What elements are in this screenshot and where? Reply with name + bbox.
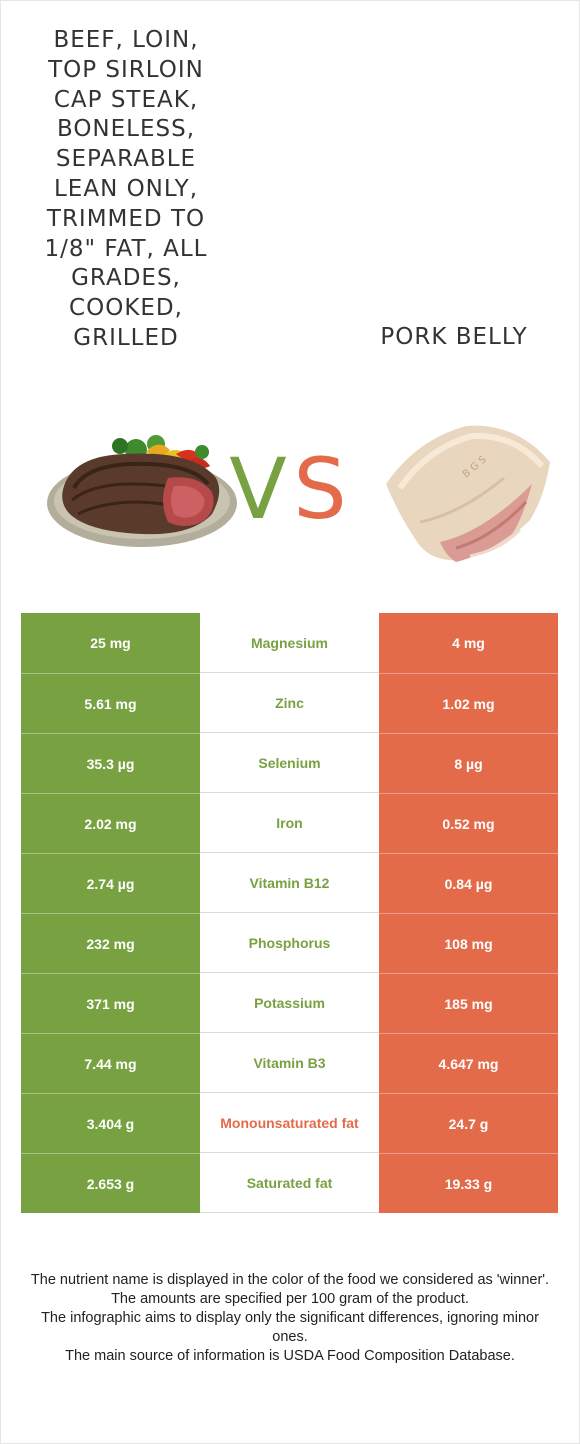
table-row: 2.653 g Saturated fat 19.33 g (21, 1153, 558, 1213)
footer-line: The main source of information is USDA F… (65, 1348, 515, 1364)
left-value-cell: 2.02 mg (21, 793, 200, 853)
right-value-cell: 1.02 mg (379, 673, 558, 733)
table-row: 2.74 µg Vitamin B12 0.84 µg (21, 853, 558, 913)
nutrient-name-cell: Zinc (200, 673, 379, 733)
pork-belly-image: B G S (386, 425, 550, 562)
left-value-cell: 25 mg (21, 613, 200, 673)
nutrient-name-cell: Monounsaturated fat (200, 1093, 379, 1153)
steak-plate-image (47, 435, 237, 547)
table-row: 3.404 g Monounsaturated fat 24.7 g (21, 1093, 558, 1153)
left-food-title: BEEF, LOIN, TOP SIRLOIN CAP STEAK, BONEL… (44, 27, 208, 351)
right-value-cell: 8 µg (379, 733, 558, 793)
nutrient-name-cell: Magnesium (200, 613, 379, 673)
footer-notes: The nutrient name is displayed in the co… (30, 1271, 550, 1366)
left-value-cell: 35.3 µg (21, 733, 200, 793)
table-row: 5.61 mg Zinc 1.02 mg (21, 673, 558, 733)
table-row: 35.3 µg Selenium 8 µg (21, 733, 558, 793)
nutrient-name-cell: Vitamin B3 (200, 1033, 379, 1093)
nutrient-name-cell: Vitamin B12 (200, 853, 379, 913)
nutrient-name-cell: Selenium (200, 733, 379, 793)
nutrient-name-cell: Phosphorus (200, 913, 379, 973)
vs-label: V S (229, 440, 346, 530)
nutrient-name-cell: Iron (200, 793, 379, 853)
vs-v-letter: V (229, 440, 286, 530)
left-value-cell: 5.61 mg (21, 673, 200, 733)
right-food-title: PORK BELLY (380, 324, 528, 350)
right-value-cell: 4 mg (379, 613, 558, 673)
right-value-cell: 108 mg (379, 913, 558, 973)
right-value-cell: 0.52 mg (379, 793, 558, 853)
right-value-cell: 19.33 g (379, 1153, 558, 1213)
right-value-cell: 24.7 g (379, 1093, 558, 1153)
table-row: 2.02 mg Iron 0.52 mg (21, 793, 558, 853)
left-value-cell: 232 mg (21, 913, 200, 973)
vs-s-letter: S (293, 440, 346, 530)
table-row: 7.44 mg Vitamin B3 4.647 mg (21, 1033, 558, 1093)
left-value-cell: 7.44 mg (21, 1033, 200, 1093)
left-value-cell: 2.74 µg (21, 853, 200, 913)
nutrient-name-cell: Saturated fat (200, 1153, 379, 1213)
nutrient-name-cell: Potassium (200, 973, 379, 1033)
right-value-cell: 4.647 mg (379, 1033, 558, 1093)
left-value-cell: 3.404 g (21, 1093, 200, 1153)
right-value-cell: 0.84 µg (379, 853, 558, 913)
left-value-cell: 2.653 g (21, 1153, 200, 1213)
table-row: 371 mg Potassium 185 mg (21, 973, 558, 1033)
right-value-cell: 185 mg (379, 973, 558, 1033)
footer-line: The nutrient name is displayed in the co… (30, 1272, 550, 1288)
table-row: 232 mg Phosphorus 108 mg (21, 913, 558, 973)
comparison-table: 25 mg Magnesium 4 mg 5.61 mg Zinc 1.02 mg 35.3… (21, 613, 558, 1213)
table-row: 25 mg Magnesium 4 mg (21, 613, 558, 673)
footer-line: The amounts are specified per 100 gram o… (111, 1291, 469, 1307)
footer-line: The infographic aims to display only the… (41, 1310, 539, 1345)
left-value-cell: 371 mg (21, 973, 200, 1033)
